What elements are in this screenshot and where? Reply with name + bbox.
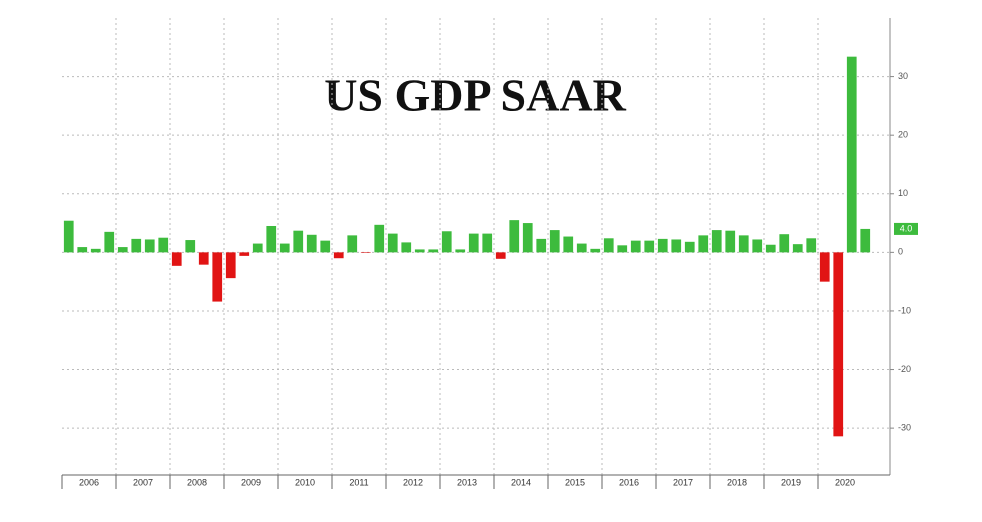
y-tick-label: -20 <box>898 364 911 374</box>
bar <box>738 235 749 253</box>
x-tick-label: 2013 <box>457 477 477 487</box>
x-tick-label: 2019 <box>781 477 801 487</box>
value-label-box <box>894 222 918 235</box>
y-tick-label: 0 <box>898 247 903 257</box>
bar <box>509 220 520 253</box>
bar <box>819 252 830 282</box>
x-tick-label: 2010 <box>295 477 315 487</box>
bar <box>144 239 155 253</box>
x-tick-label: 2007 <box>133 477 153 487</box>
bar <box>266 225 277 253</box>
bar <box>306 234 317 253</box>
bar <box>468 233 479 253</box>
x-tick-label: 2016 <box>619 477 639 487</box>
bar <box>104 231 115 253</box>
bar <box>90 248 101 253</box>
bar <box>198 252 209 265</box>
bar <box>239 252 250 256</box>
bar <box>252 243 263 253</box>
bar <box>495 252 506 259</box>
bar <box>792 244 803 253</box>
bar <box>320 240 331 253</box>
bar <box>576 243 587 253</box>
bar <box>603 238 614 253</box>
bar <box>225 252 236 279</box>
y-tick-label: -30 <box>898 423 911 433</box>
y-tick-label: 30 <box>898 71 908 81</box>
bar <box>779 234 790 253</box>
bar <box>185 240 196 253</box>
value-label: 4.0 <box>900 223 913 233</box>
bar <box>293 230 304 253</box>
bar <box>630 240 641 253</box>
bar <box>671 239 682 253</box>
bar <box>360 252 371 253</box>
bar <box>387 233 398 253</box>
x-tick-label: 2018 <box>727 477 747 487</box>
x-tick-label: 2006 <box>79 477 99 487</box>
y-tick-label: 10 <box>898 188 908 198</box>
bar <box>644 240 655 253</box>
bar <box>347 235 358 253</box>
bar <box>374 224 385 253</box>
bar <box>563 236 574 253</box>
x-tick-label: 2014 <box>511 477 531 487</box>
bar <box>833 252 844 437</box>
x-tick-label: 2009 <box>241 477 261 487</box>
bar <box>752 239 763 253</box>
x-tick-label: 2011 <box>349 477 368 487</box>
bar <box>657 238 668 253</box>
bar <box>860 228 871 253</box>
bar <box>765 244 776 253</box>
x-tick-label: 2020 <box>835 477 855 487</box>
bar <box>846 56 857 253</box>
bar <box>549 230 560 253</box>
bar <box>428 249 439 253</box>
bar <box>698 235 709 253</box>
y-tick-label: 20 <box>898 130 908 140</box>
bar <box>684 241 695 253</box>
bar <box>590 248 601 253</box>
bar <box>171 252 182 266</box>
bar <box>117 247 128 253</box>
bar <box>441 231 452 253</box>
bar <box>63 220 74 253</box>
bar <box>158 237 169 253</box>
x-tick-label: 2015 <box>565 477 585 487</box>
chart-title: US GDP SAAR <box>324 70 626 121</box>
y-tick-label: -10 <box>898 305 911 315</box>
bar <box>414 249 425 253</box>
bar <box>455 249 466 253</box>
bar <box>212 252 223 302</box>
bar <box>711 230 722 253</box>
bar <box>77 247 88 253</box>
x-tick-label: 2012 <box>403 477 423 487</box>
x-tick-label: 2008 <box>187 477 207 487</box>
bar <box>536 238 547 253</box>
bar <box>522 223 533 253</box>
bar <box>482 233 493 253</box>
bar <box>333 252 344 259</box>
x-tick-label: 2017 <box>673 477 693 487</box>
bar <box>131 238 142 253</box>
bar <box>617 245 628 253</box>
bar <box>279 243 290 253</box>
bar <box>806 238 817 253</box>
bar <box>725 230 736 253</box>
bar <box>401 242 412 253</box>
